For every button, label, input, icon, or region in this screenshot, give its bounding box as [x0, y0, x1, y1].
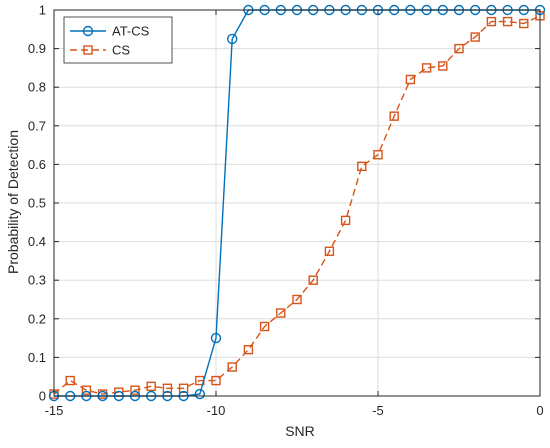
data-point-square [146, 381, 156, 392]
series-line [53, 15, 541, 395]
data-point-square [324, 246, 335, 256]
data-point-square [486, 16, 497, 27]
legend-item: CS [70, 43, 130, 58]
legend: AT-CS CS [63, 16, 173, 64]
y-tick-label: 0.7 [28, 118, 46, 133]
data-point-square [162, 383, 173, 393]
data-point-square [405, 74, 416, 85]
x-tick-label: -5 [372, 403, 384, 418]
data-point-square [178, 383, 189, 393]
data-point-square [276, 308, 286, 318]
data-point-circle [210, 332, 222, 344]
legend-marker [83, 45, 93, 55]
tick-labels: -15 -10 -5 0 0 0.1 0.2 0.3 0.4 0.5 0.6 0.7 0.8 0.9 1 [28, 3, 544, 419]
axes [53, 9, 541, 397]
data-point-square [65, 375, 75, 386]
data-point-square [211, 375, 221, 386]
data-point-square [389, 111, 399, 121]
data-point-square [470, 32, 480, 42]
x-tick-label: 0 [536, 403, 543, 418]
data-point-square [227, 362, 237, 372]
legend-item: AT-CS [70, 24, 150, 39]
y-tick-label: 0.6 [28, 157, 46, 172]
y-tick-label: 1 [39, 3, 46, 18]
data-point-circle [194, 388, 206, 400]
data-point-square [259, 321, 270, 332]
y-tick-label: 0.2 [28, 311, 46, 326]
data-point-circle [226, 33, 238, 45]
data-point-square [243, 344, 254, 355]
data-point-square [502, 16, 513, 27]
data-point-square [373, 150, 383, 160]
y-tick-label: 0.1 [28, 350, 46, 365]
data-point-square [357, 161, 367, 172]
legend-label: AT-CS [112, 24, 150, 39]
y-tick-label: 0 [39, 389, 46, 404]
data-point-square [421, 63, 432, 73]
data-point-square [81, 385, 92, 395]
y-tick-label: 0.3 [28, 273, 46, 288]
data-point-square [519, 18, 529, 29]
legend-label: CS [112, 43, 130, 58]
y-axis-label: Probability of Detection [5, 130, 21, 274]
y-tick-label: 0.4 [28, 234, 46, 249]
x-axis-label: SNR [285, 423, 315, 439]
x-tick-label: -10 [207, 403, 226, 418]
data-point-square [308, 275, 318, 285]
data-point-square [292, 294, 302, 305]
x-tick-label: -15 [45, 403, 64, 418]
y-tick-label: 0.8 [28, 80, 46, 95]
y-tick-label: 0.5 [28, 196, 46, 211]
data-point-square [454, 43, 464, 54]
legend-box [63, 16, 173, 64]
y-tick-label: 0.9 [28, 41, 46, 56]
legend-marker [82, 25, 94, 37]
data-point-square [130, 385, 140, 395]
data-point-square [340, 215, 351, 226]
data-point-square [438, 61, 448, 71]
series-cs [49, 11, 545, 399]
